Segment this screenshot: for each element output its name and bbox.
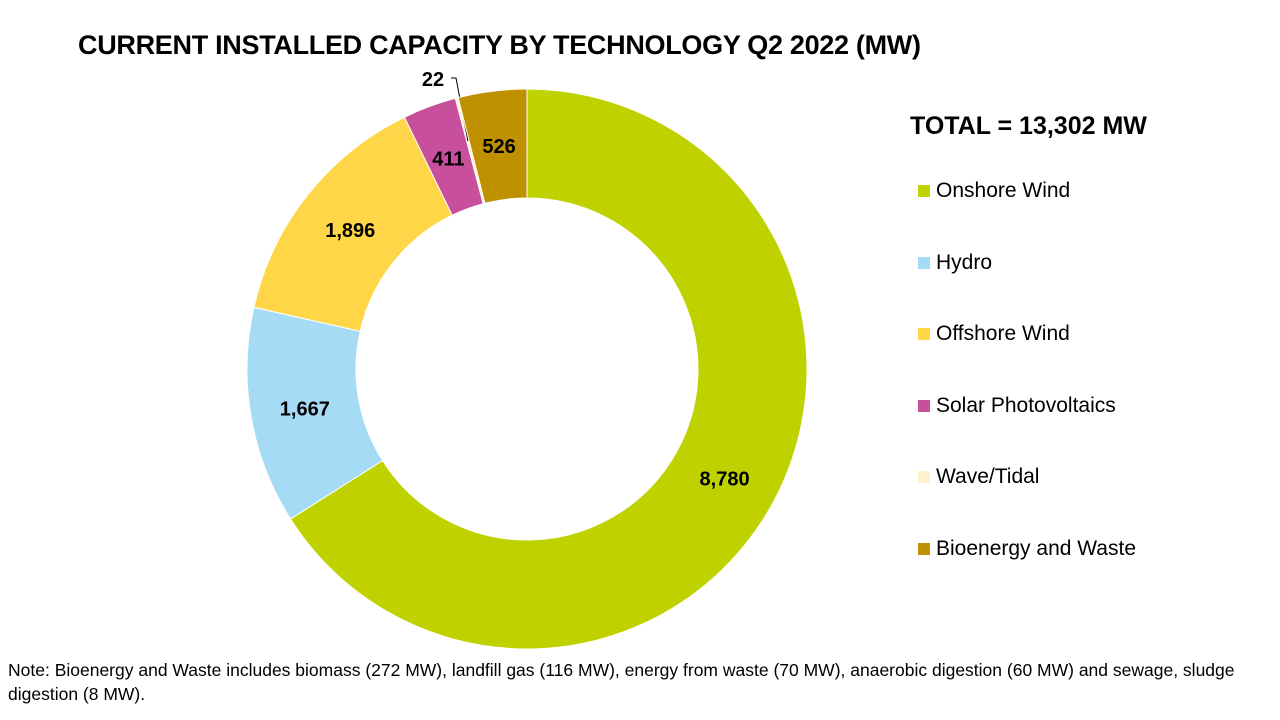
legend-label: Wave/Tidal [936,465,1040,488]
data-label: 1,896 [325,220,375,242]
data-label: 22 [422,69,444,91]
legend-swatch [918,185,930,197]
data-label: 1,667 [280,398,330,420]
slice-onshore-wind [289,88,808,650]
legend-label: Bioenergy and Waste [936,536,1137,560]
slice-bioenergy-and-waste [457,88,528,204]
legend-swatch [918,542,930,555]
data-label: 411 [432,149,464,171]
legend-label: Offshore Wind [936,322,1070,345]
legend-item: Bioenergy and Waste [918,537,1136,561]
chart-title: CURRENT INSTALLED CAPACITY BY TECHNOLOGY… [78,30,921,60]
legend-swatch [918,471,930,483]
legend-item: Hydro [918,251,992,275]
legend-swatch [918,399,930,412]
legend-item: Wave/Tidal [918,465,1039,489]
legend-label: Hydro [936,250,993,274]
legend-swatch [918,256,930,269]
legend-swatch [918,328,930,340]
legend-item: Solar Photovoltaics [918,394,1116,418]
data-label: 8,780 [700,469,750,491]
legend-item: Onshore Wind [918,179,1070,203]
legend-label: Onshore Wind [936,179,1071,202]
legend-item: Offshore Wind [918,322,1070,346]
data-label: 526 [482,136,515,158]
footnote: Note: Bioenergy and Waste includes bioma… [8,660,1235,704]
legend-label: Solar Photovoltaics [936,393,1116,417]
total-label: TOTAL = 13,302 MW [910,112,1147,140]
